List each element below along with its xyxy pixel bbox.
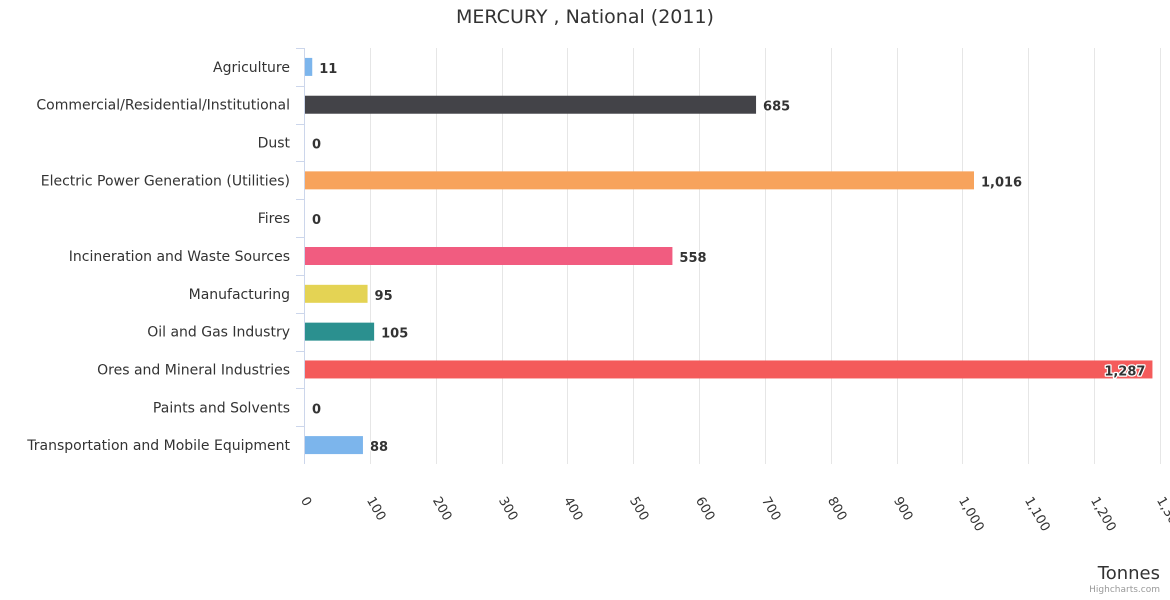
data-label: 0 (312, 402, 321, 417)
data-label: 685 (763, 100, 790, 115)
data-label: 95 (375, 289, 393, 304)
bar[interactable] (305, 57, 313, 76)
chart-title: MERCURY , National (2011) (456, 6, 714, 28)
category-label: Ores and Mineral Industries (97, 362, 290, 378)
x-tick-label: 700 (758, 495, 783, 524)
x-tick-label: 1,000 (955, 495, 987, 535)
x-tick-label: 1,200 (1087, 495, 1119, 535)
x-tick-label: 900 (890, 495, 915, 524)
bar[interactable] (305, 436, 363, 455)
x-tick-label: 0 (297, 495, 314, 510)
x-tick-label: 300 (495, 495, 520, 524)
category-label: Oil and Gas Industry (147, 325, 290, 341)
data-label: 105 (381, 327, 408, 342)
data-label: 11 (319, 62, 337, 77)
x-tick-label: 600 (692, 495, 717, 524)
x-tick-label: 1,300 (1153, 495, 1170, 535)
category-label: Manufacturing (189, 287, 290, 303)
data-label: 1,287 (1104, 364, 1145, 379)
category-label: Paints and Solvents (153, 400, 290, 416)
x-tick-label: 400 (560, 495, 585, 524)
bar[interactable] (305, 247, 673, 265)
category-label: Agriculture (213, 60, 290, 76)
credits-link[interactable]: Highcharts.com (1089, 585, 1160, 595)
category-label: Dust (258, 136, 291, 152)
category-label: Fires (258, 211, 290, 227)
bar[interactable] (305, 171, 974, 190)
bar[interactable] (305, 360, 1153, 379)
x-tick-label: 200 (429, 495, 454, 524)
data-label: 558 (679, 251, 706, 266)
data-label: 88 (370, 440, 388, 455)
x-tick-label: 100 (363, 495, 388, 524)
data-label: 1,016 (981, 175, 1022, 190)
x-axis-title: Tonnes (1097, 563, 1160, 584)
bar[interactable] (305, 322, 375, 341)
data-label: 0 (312, 213, 321, 228)
category-label: Transportation and Mobile Equipment (26, 438, 290, 454)
category-label: Commercial/Residential/Institutional (36, 98, 290, 114)
x-tick-label: 1,100 (1021, 495, 1053, 535)
category-label: Electric Power Generation (Utilities) (41, 173, 290, 189)
bar[interactable] (305, 284, 368, 303)
category-label: Incineration and Waste Sources (69, 249, 290, 265)
x-tick-label: 800 (824, 495, 849, 524)
x-tick-label: 500 (626, 495, 651, 524)
data-label: 0 (312, 138, 321, 153)
bar[interactable] (305, 95, 757, 114)
